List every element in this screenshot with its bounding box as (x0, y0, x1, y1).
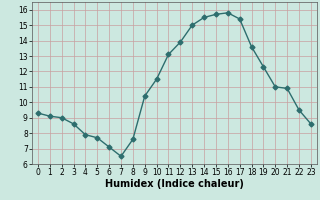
X-axis label: Humidex (Indice chaleur): Humidex (Indice chaleur) (105, 179, 244, 189)
